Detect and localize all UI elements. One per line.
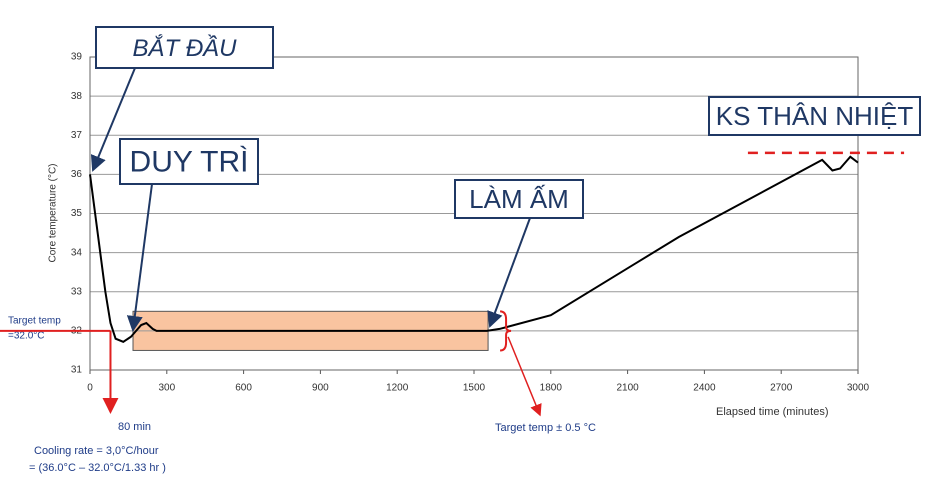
note: Cooling rate = 3,0°C/hour	[34, 445, 159, 457]
y-tick-label: 38	[71, 91, 83, 102]
x-tick-label: 2700	[770, 383, 793, 394]
x-tick-label: 1500	[463, 383, 486, 394]
annotation-box	[454, 179, 584, 219]
y-tick-label: 31	[71, 365, 83, 376]
data-line	[89, 155, 859, 343]
x-tick-label: 1800	[540, 383, 563, 394]
y-tick-label: 34	[71, 247, 83, 258]
x-tick-label: 0	[87, 383, 93, 394]
annotation-box	[119, 138, 259, 185]
annotation-arrow	[487, 217, 531, 328]
x-tick-label: 900	[312, 383, 329, 394]
y-tick-label: 36	[71, 169, 83, 180]
tolerance-brace	[500, 310, 512, 352]
y-tick-label: 35	[71, 208, 83, 219]
x-tick-label: 600	[235, 383, 252, 394]
annotation: DUY TRÌ	[130, 145, 249, 178]
annotation: KS THÂN NHIỆT	[716, 101, 914, 131]
annotation-box	[708, 96, 921, 136]
annotation: LÀM ẤM	[469, 184, 569, 214]
plot-frame	[89, 56, 859, 371]
y-tick-label: 37	[71, 130, 83, 141]
x-tick-label: 3000	[847, 383, 870, 394]
x-tick-label: 2100	[616, 383, 639, 394]
y-axis-label: Core temperature (°C)	[48, 163, 59, 262]
note: Target temp ± 0.5 °C	[495, 422, 596, 434]
annotation: BẮT ĐẦU	[132, 34, 237, 62]
y-tick-label: 39	[71, 52, 83, 63]
note: = (36.0°C – 32.0°C/1.33 hr )	[29, 462, 166, 474]
annotation-arrow	[90, 67, 136, 172]
x-axis-label: Elapsed time (minutes)	[716, 406, 829, 418]
x-tick-label: 2400	[693, 383, 716, 394]
y-tick-label: 33	[71, 286, 83, 297]
note: =32.0°C	[8, 331, 45, 342]
note: 80 min	[118, 421, 151, 433]
x-tick-label: 1200	[386, 383, 409, 394]
annotation-arrow	[126, 183, 153, 332]
note: Target temp	[8, 316, 61, 327]
x-tick-label: 300	[158, 383, 175, 394]
tolerance-arrow	[507, 336, 542, 417]
annotation-box	[95, 26, 274, 69]
